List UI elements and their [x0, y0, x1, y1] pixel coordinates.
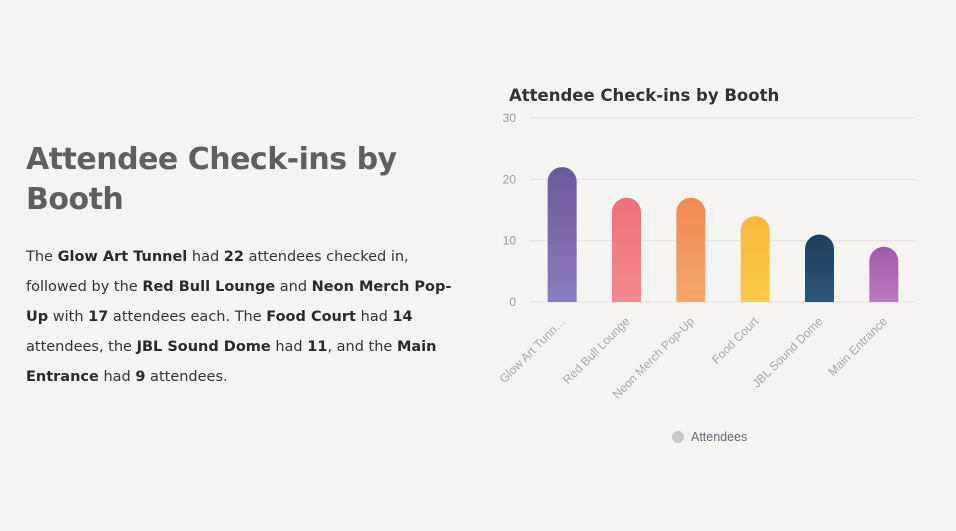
bar-red-bull-lounge[interactable]	[612, 197, 641, 302]
summary-text-11: had	[98, 369, 136, 385]
bar-jbl-sound-dome[interactable]	[805, 234, 834, 302]
bar-chart: 0 10 20 30 Glow Art Tunn…Red Bull LoungeNeo…	[497, 111, 916, 402]
booth-name-main-entrance: Main Entrance	[26, 339, 437, 385]
bar-neon-merch-pop-up[interactable]	[676, 197, 706, 302]
summary-text-10: , and the	[327, 339, 397, 355]
gridlines: 0 10 20 30	[503, 111, 916, 309]
y-tick-label: 20	[503, 172, 517, 186]
y-tick-label: 30	[503, 111, 517, 125]
summary-text-1: The	[26, 249, 58, 265]
booth-name-neon-merch: Neon Merch Pop-Up	[26, 279, 452, 325]
bar-glow-art-tunnel[interactable]	[547, 167, 577, 302]
summary-panel: Attendee Check-ins by Booth The Glow Art…	[26, 140, 466, 392]
legend-label: Attendees	[691, 430, 748, 444]
bar-main-entrance[interactable]	[869, 246, 899, 302]
legend-swatch	[672, 431, 684, 443]
count-red-bull-neon: 17	[88, 309, 109, 325]
booth-name-red-bull-lounge: Red Bull Lounge	[142, 279, 276, 295]
bars	[547, 167, 899, 302]
count-food-court: 14	[392, 309, 413, 325]
summary-text-4: and	[275, 279, 312, 295]
x-tick-label: Food Court	[709, 314, 762, 367]
summary-text-9: had	[270, 339, 308, 355]
booth-name-jbl-sound-dome: JBL Sound Dome	[136, 339, 271, 355]
count-glow-art-tunnel: 22	[223, 249, 244, 265]
booth-name-food-court: Food Court	[266, 309, 356, 325]
x-tick-label: Main Entrance	[825, 314, 890, 379]
summary-text-12: attendees.	[145, 369, 228, 385]
y-tick-label: 0	[509, 295, 516, 309]
summary-text-8: attendees, the	[26, 339, 137, 355]
count-jbl-sound-dome: 11	[307, 339, 328, 355]
x-tick-label: Red Bull Lounge	[560, 314, 633, 387]
x-tick-label: JBL Sound Dome	[750, 314, 826, 390]
page-title: Attendee Check-ins by Booth	[26, 142, 397, 217]
x-tick-label: Glow Art Tunn…	[497, 314, 569, 386]
summary-text-7: had	[355, 309, 393, 325]
bar-food-court[interactable]	[740, 216, 770, 302]
chart-title: Attendee Check-ins by Booth	[509, 86, 780, 105]
summary-text-5: with	[48, 309, 89, 325]
y-tick-label: 10	[503, 234, 517, 248]
summary-text-3: attendees checked in, followed by the	[26, 249, 409, 295]
count-main-entrance: 9	[135, 369, 146, 385]
summary-text: The Glow Art Tunnel had 22 attendees che…	[26, 242, 466, 392]
chart-legend[interactable]: Attendees	[672, 430, 747, 444]
summary-text-2: had	[187, 249, 224, 265]
summary-text-6: attendees each. The	[108, 309, 267, 325]
booth-name-glow-art-tunnel: Glow Art Tunnel	[57, 249, 188, 265]
